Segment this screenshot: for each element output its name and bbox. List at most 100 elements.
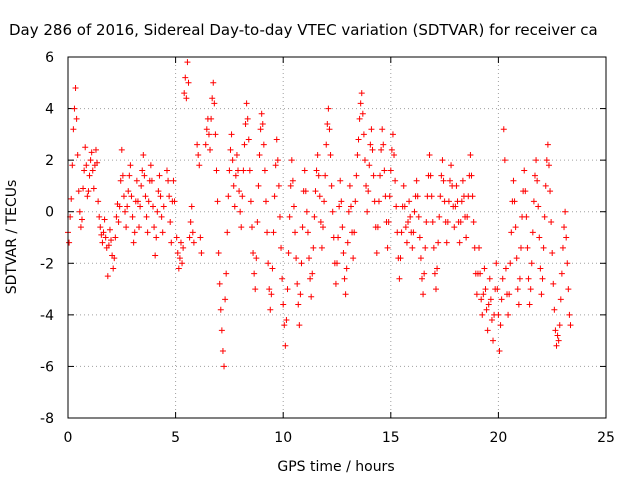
data-point: [113, 213, 120, 220]
data-point: [66, 239, 73, 246]
data-point: [122, 208, 129, 215]
data-point: [554, 332, 561, 339]
data-point: [87, 157, 94, 164]
data-point: [476, 244, 483, 251]
data-point: [77, 224, 84, 231]
data-point: [163, 167, 170, 174]
data-point: [497, 322, 504, 329]
data-point: [266, 286, 273, 293]
data-point: [366, 162, 373, 169]
data-point: [530, 198, 537, 205]
data-point: [400, 182, 407, 189]
data-point: [86, 172, 93, 179]
data-point: [232, 172, 239, 179]
data-point: [356, 115, 363, 122]
data-point: [370, 172, 377, 179]
data-point: [72, 84, 79, 91]
data-point: [358, 90, 365, 97]
data-point: [120, 193, 127, 200]
data-point: [108, 237, 115, 244]
data-point: [152, 252, 159, 259]
data-point: [511, 198, 518, 205]
data-point: [393, 203, 400, 210]
data-point: [223, 270, 230, 277]
data-point: [517, 244, 524, 251]
data-point: [235, 167, 242, 174]
data-point: [556, 322, 563, 329]
data-point: [388, 146, 395, 153]
data-point: [340, 249, 347, 256]
data-point: [508, 229, 515, 236]
data-point: [322, 172, 329, 179]
data-point: [97, 224, 104, 231]
data-point: [564, 260, 571, 267]
data-point: [157, 193, 164, 200]
data-point: [381, 167, 388, 174]
x-tick-labels: 0 5 10 15 20 25: [64, 430, 615, 446]
data-point: [171, 198, 178, 205]
data-point: [237, 208, 244, 215]
data-point: [318, 244, 325, 251]
data-point: [280, 301, 287, 308]
data-point: [405, 219, 412, 226]
data-point: [240, 167, 247, 174]
data-point: [95, 198, 102, 205]
data-point: [145, 198, 152, 205]
data-point: [177, 239, 184, 246]
data-point: [225, 193, 232, 200]
data-point: [246, 167, 253, 174]
data-point: [208, 115, 215, 122]
data-point: [351, 229, 358, 236]
data-point: [185, 79, 192, 86]
y-tick-label: -2: [40, 256, 54, 272]
data-point: [403, 239, 410, 246]
data-point: [84, 193, 91, 200]
data-point: [547, 188, 554, 195]
data-point: [154, 208, 161, 215]
data-point: [355, 136, 362, 143]
data-point: [289, 177, 296, 184]
data-point: [244, 115, 251, 122]
data-point: [150, 203, 157, 210]
data-point: [363, 182, 370, 189]
plot-border: [67, 56, 607, 419]
data-point: [332, 280, 339, 287]
data-point: [528, 260, 535, 267]
data-point: [336, 203, 343, 210]
data-point: [516, 275, 523, 282]
data-point: [256, 151, 263, 158]
data-point: [148, 177, 155, 184]
y-tick-label: 6: [45, 50, 54, 66]
data-point: [181, 90, 188, 97]
data-point: [104, 273, 111, 280]
data-point: [359, 110, 366, 117]
data-point: [478, 296, 485, 303]
data-point: [212, 131, 219, 138]
data-point: [487, 296, 494, 303]
data-point: [242, 121, 249, 128]
data-point: [538, 291, 545, 298]
data-point: [69, 162, 76, 169]
x-tick-label: 0: [64, 430, 73, 446]
data-point: [558, 270, 565, 277]
data-point: [296, 322, 303, 329]
data-point: [136, 224, 143, 231]
data-point: [398, 229, 405, 236]
data-point: [510, 177, 517, 184]
data-point: [361, 157, 368, 164]
data-point: [292, 229, 299, 236]
data-point: [299, 224, 306, 231]
data-point: [248, 224, 255, 231]
data-points: [65, 59, 574, 370]
data-point: [420, 291, 427, 298]
data-point: [535, 203, 542, 210]
data-point: [247, 198, 254, 205]
data-point: [258, 110, 265, 117]
data-point: [129, 213, 136, 220]
data-point: [168, 239, 175, 246]
data-point: [501, 157, 508, 164]
y-tick-label: -4: [40, 308, 54, 324]
data-point: [391, 151, 398, 158]
data-point: [438, 172, 445, 179]
